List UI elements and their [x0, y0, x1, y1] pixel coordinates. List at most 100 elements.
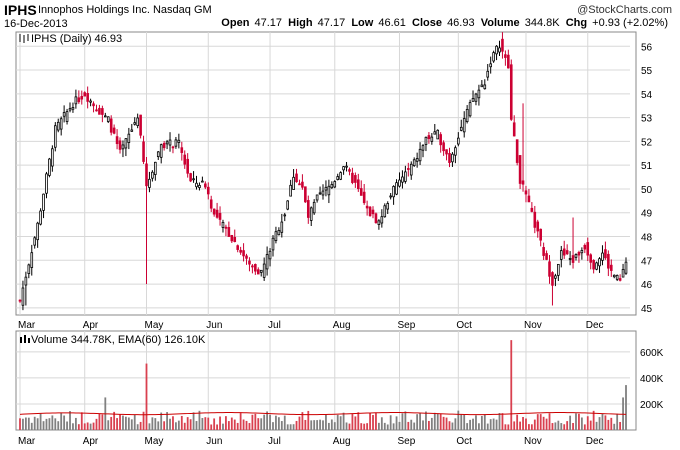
volume-bar — [201, 418, 204, 430]
volume-bar — [454, 418, 457, 430]
volume-bar — [92, 422, 95, 430]
price-candle-body — [377, 220, 381, 225]
price-candle-body — [557, 263, 560, 276]
volume-bar — [525, 418, 527, 430]
price-candle-body — [489, 63, 492, 68]
price-candle-body — [224, 226, 228, 229]
volume-bar — [83, 423, 86, 430]
volume-bar — [151, 417, 154, 430]
price-candle-body — [501, 38, 504, 52]
volume-bar — [180, 415, 183, 430]
price-candle-body — [33, 237, 37, 246]
price-tick-label: 53 — [641, 114, 653, 125]
volume-bar — [372, 415, 374, 430]
price-candle-body — [195, 182, 198, 188]
price-candle-body — [495, 45, 498, 55]
chg-label: Chg — [565, 17, 588, 29]
volume-bar — [354, 416, 357, 430]
volume-bar — [295, 420, 298, 430]
price-candle-body — [412, 159, 416, 167]
price-candle-body — [65, 111, 69, 122]
price-candle-body — [312, 201, 316, 214]
price-candle-body — [336, 176, 340, 180]
price-candle-body — [198, 184, 201, 188]
price-candle-body — [80, 95, 84, 100]
volume-bar — [486, 423, 489, 430]
price-panel — [15, 31, 637, 316]
price-axis: 45 46 47 48 49 50 51 52 53 54 55 56 — [641, 42, 653, 315]
volume-bar — [19, 418, 21, 430]
price-candle-body — [245, 255, 248, 259]
volume-bar — [304, 419, 307, 430]
price-candle-body — [533, 211, 537, 228]
price-candle-body — [568, 258, 572, 260]
price-candle-body — [457, 137, 460, 145]
volume-bar — [186, 417, 189, 430]
volume-bar — [357, 412, 360, 430]
price-candle-body — [536, 221, 540, 232]
volume-bar — [404, 411, 407, 430]
volume-tick-label: 200K — [640, 400, 664, 411]
volume-bar — [116, 418, 118, 430]
price-candle-body — [486, 70, 490, 78]
volume-bar — [522, 416, 524, 430]
price-candle-body — [404, 171, 407, 182]
volume-bar — [604, 415, 607, 430]
price-candle-body — [539, 228, 542, 241]
price-candle-body — [274, 231, 278, 241]
volume-bar — [207, 417, 210, 430]
price-candle-body — [354, 175, 357, 183]
volume-bar — [407, 421, 410, 430]
price-candle-body — [468, 102, 472, 117]
price-candle-body — [504, 54, 507, 58]
volume-bar — [428, 420, 430, 430]
price-candles — [18, 32, 628, 311]
volume-bar — [107, 420, 110, 430]
price-candle-body — [362, 191, 366, 204]
volume-bar — [227, 421, 230, 430]
volume-bar — [183, 422, 186, 430]
volume-bar — [619, 421, 622, 430]
price-candle-body — [318, 192, 322, 195]
volume-bar — [475, 415, 477, 430]
volume-bar — [72, 423, 74, 430]
price-legend: IPHS (Daily) 46.93 — [31, 33, 122, 45]
volume-bar — [54, 418, 57, 430]
price-candle-body — [321, 190, 325, 196]
price-candle-body — [162, 142, 166, 149]
volume-bar — [101, 414, 104, 430]
price-candle-body — [407, 168, 410, 170]
volume-bar — [169, 418, 171, 430]
price-candle-body — [554, 275, 557, 279]
volume-bar — [60, 412, 63, 430]
volume-bar — [239, 413, 242, 430]
volume-bar — [601, 413, 604, 430]
volume-bar — [27, 417, 30, 430]
price-tick-label: 50 — [641, 185, 653, 196]
low-label: Low — [351, 17, 374, 29]
price-candle-body — [492, 52, 495, 62]
volume-bar — [172, 416, 174, 430]
volume-bar — [122, 415, 124, 430]
volume-bar — [145, 363, 148, 430]
price-candle-body — [204, 183, 207, 188]
volume-bar — [516, 414, 519, 430]
price-candle-body — [148, 178, 151, 188]
price-candle-body — [145, 163, 148, 187]
volume-bar — [245, 420, 248, 430]
price-candle-body — [112, 127, 116, 134]
volume-bar — [63, 415, 66, 430]
company-name: Innophos Holdings Inc. Nasdaq GM — [38, 4, 212, 16]
volume-bar — [410, 419, 413, 430]
price-candle-body — [277, 230, 281, 236]
volume-bar — [283, 415, 286, 430]
volume-bar — [504, 424, 507, 430]
volume-bar — [330, 419, 333, 430]
volume-bar — [589, 420, 592, 430]
volume-bar — [336, 414, 339, 430]
quote-summary: Open 47.17 High 47.17 Low 46.61 Close 46… — [221, 17, 668, 29]
volume-bar — [327, 422, 330, 430]
month-tick-label: Mar — [18, 320, 36, 331]
price-candle-body — [304, 186, 307, 203]
volume-bar — [386, 424, 389, 430]
